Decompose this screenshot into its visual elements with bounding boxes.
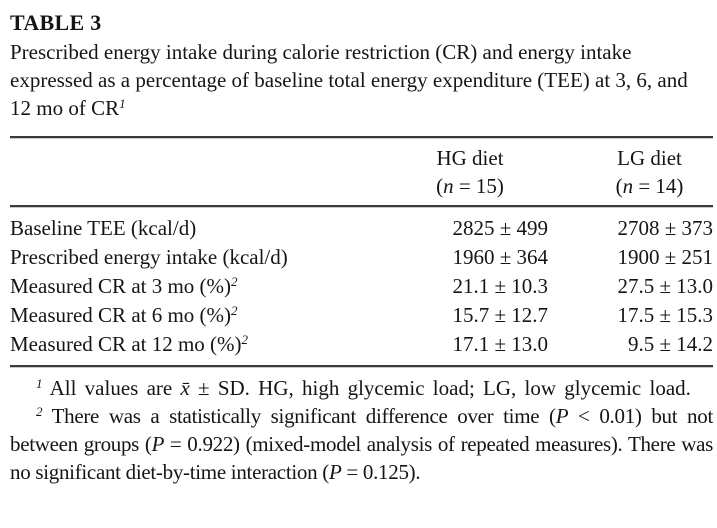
row-label-text: Measured CR at 6 mo (%) <box>10 303 232 327</box>
hg-n-suffix: = 15) <box>453 174 504 198</box>
footnote-2-text-d: = 0.125). <box>341 460 421 484</box>
footnote-1-text-b: ± SD. HG, high glycemic load; LG, low gl… <box>189 376 691 400</box>
row-footnote-marker: 2 <box>241 332 249 347</box>
hg-n-symbol: n <box>443 174 454 198</box>
footnote-2-text-a: There was a statistically significant di… <box>42 404 556 428</box>
column-header-lg-diet: LG diet (n = 14) <box>548 144 713 200</box>
lg-value: 17.5 ± 15.3 <box>617 303 713 327</box>
lg-n-prefix: ( <box>615 174 623 198</box>
table-row-prescribed-intake: Prescribed energy intake (kcal/d) 1960 ±… <box>10 243 713 272</box>
header-spacer-cell <box>10 144 340 200</box>
hg-value: 17.1 ± 13.0 <box>452 332 548 356</box>
row-footnote-marker: 2 <box>231 303 238 318</box>
p-symbol: P <box>328 460 342 484</box>
table-label: TABLE 3 <box>10 10 102 35</box>
row-label-text: Measured CR at 3 mo (%) <box>10 274 232 298</box>
lg-column-name: LG diet <box>617 146 682 170</box>
lg-value: 1900 ± 251 <box>617 245 713 269</box>
row-label: Baseline TEE (kcal/d) <box>10 214 340 243</box>
footnote-1-text-a: All values are <box>42 376 181 400</box>
hg-value: 2825 ± 499 <box>452 216 548 240</box>
mean-symbol: x̄ <box>180 376 190 400</box>
lg-column-n: (n = 14) <box>586 172 713 200</box>
table-body: Baseline TEE (kcal/d) 2825 ± 499 2708 ± … <box>10 208 713 365</box>
header-rule <box>10 205 713 208</box>
row-label-text: Baseline TEE (kcal/d) <box>10 216 197 240</box>
footnote-2-text-b: < 0.01) but not between groups ( <box>10 404 713 456</box>
footnote-2-text-c: = 0.922) (mixed-model analysis of repeat… <box>10 432 713 484</box>
row-label: Measured CR at 6 mo (%)2 <box>10 301 340 330</box>
bottom-rule <box>10 365 713 368</box>
caption-footnote-marker: 1 <box>119 96 126 111</box>
table-row-cr-6mo: Measured CR at 6 mo (%)2 15.7 ± 12.7 17.… <box>10 301 713 330</box>
top-rule <box>10 136 713 139</box>
row-footnote-marker: 2 <box>231 274 238 289</box>
footnote-2: 2 There was a statistically significant … <box>10 402 713 486</box>
row-label-text: Measured CR at 12 mo (%) <box>10 332 242 356</box>
hg-column-n: (n = 15) <box>392 172 548 200</box>
hg-n-prefix: ( <box>436 174 444 198</box>
table-caption: Prescribed energy intake during calorie … <box>10 38 713 122</box>
table-row-baseline-tee: Baseline TEE (kcal/d) 2825 ± 499 2708 ± … <box>10 214 713 243</box>
table-header-row: HG diet (n = 15) LG diet (n = 14) <box>10 139 713 205</box>
lg-value: 9.5 ± 14.2 <box>627 332 713 356</box>
lg-n-suffix: = 14) <box>633 174 684 198</box>
row-label: Prescribed energy intake (kcal/d) <box>10 243 340 272</box>
p-symbol: P <box>555 404 569 428</box>
footnote-1-marker: 1 <box>36 376 43 391</box>
row-label-text: Prescribed energy intake (kcal/d) <box>10 245 288 269</box>
hg-value: 15.7 ± 12.7 <box>452 303 548 327</box>
caption-text: Prescribed energy intake during calorie … <box>10 40 688 120</box>
column-header-hg-diet: HG diet (n = 15) <box>340 144 548 200</box>
hg-value: 1960 ± 364 <box>452 245 548 269</box>
footnote-1: 1 All values are x̄ ± SD. HG, high glyce… <box>10 374 713 402</box>
footnote-2-marker: 2 <box>36 404 43 419</box>
lg-n-symbol: n <box>622 174 634 198</box>
lg-value: 2708 ± 373 <box>617 216 713 240</box>
table-row-cr-3mo: Measured CR at 3 mo (%)2 21.1 ± 10.3 27.… <box>10 272 713 301</box>
row-label: Measured CR at 12 mo (%)2 <box>10 330 340 359</box>
lg-value: 27.5 ± 13.0 <box>617 274 713 298</box>
footnotes: 1 All values are x̄ ± SD. HG, high glyce… <box>10 374 713 486</box>
row-label: Measured CR at 3 mo (%)2 <box>10 272 340 301</box>
hg-value: 21.1 ± 10.3 <box>452 274 548 298</box>
table-row-cr-12mo: Measured CR at 12 mo (%)2 17.1 ± 13.0 9.… <box>10 330 713 359</box>
hg-column-name: HG diet <box>436 146 504 170</box>
p-symbol: P <box>151 432 165 456</box>
